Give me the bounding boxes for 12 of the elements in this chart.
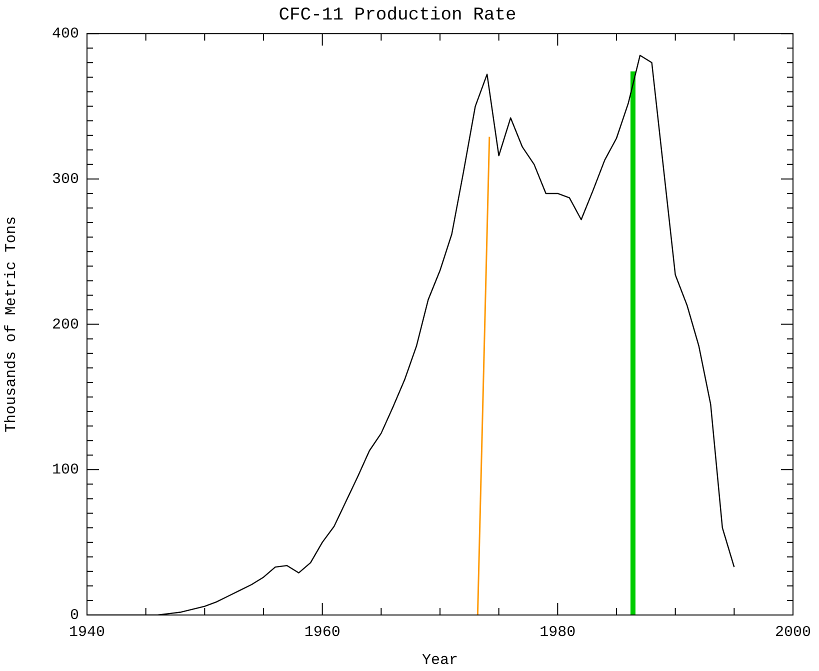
y-axis-title: Thousands of Metric Tons [2,216,20,432]
y-tick-label: 300 [52,170,79,188]
x-tick-label: 1960 [304,624,340,641]
y-tick-label: 200 [52,316,79,334]
x-tick-label: 1940 [68,624,106,641]
y-tick-label: 0 [70,606,79,624]
x-tick-label: 2000 [774,624,812,641]
x-axis-title: Year [422,652,458,669]
y-tick-label: 100 [52,462,79,479]
chart-title: CFC-11 Production Rate [278,6,516,26]
y-tick-label: 400 [52,26,79,43]
x-tick-label: 1980 [540,624,576,641]
